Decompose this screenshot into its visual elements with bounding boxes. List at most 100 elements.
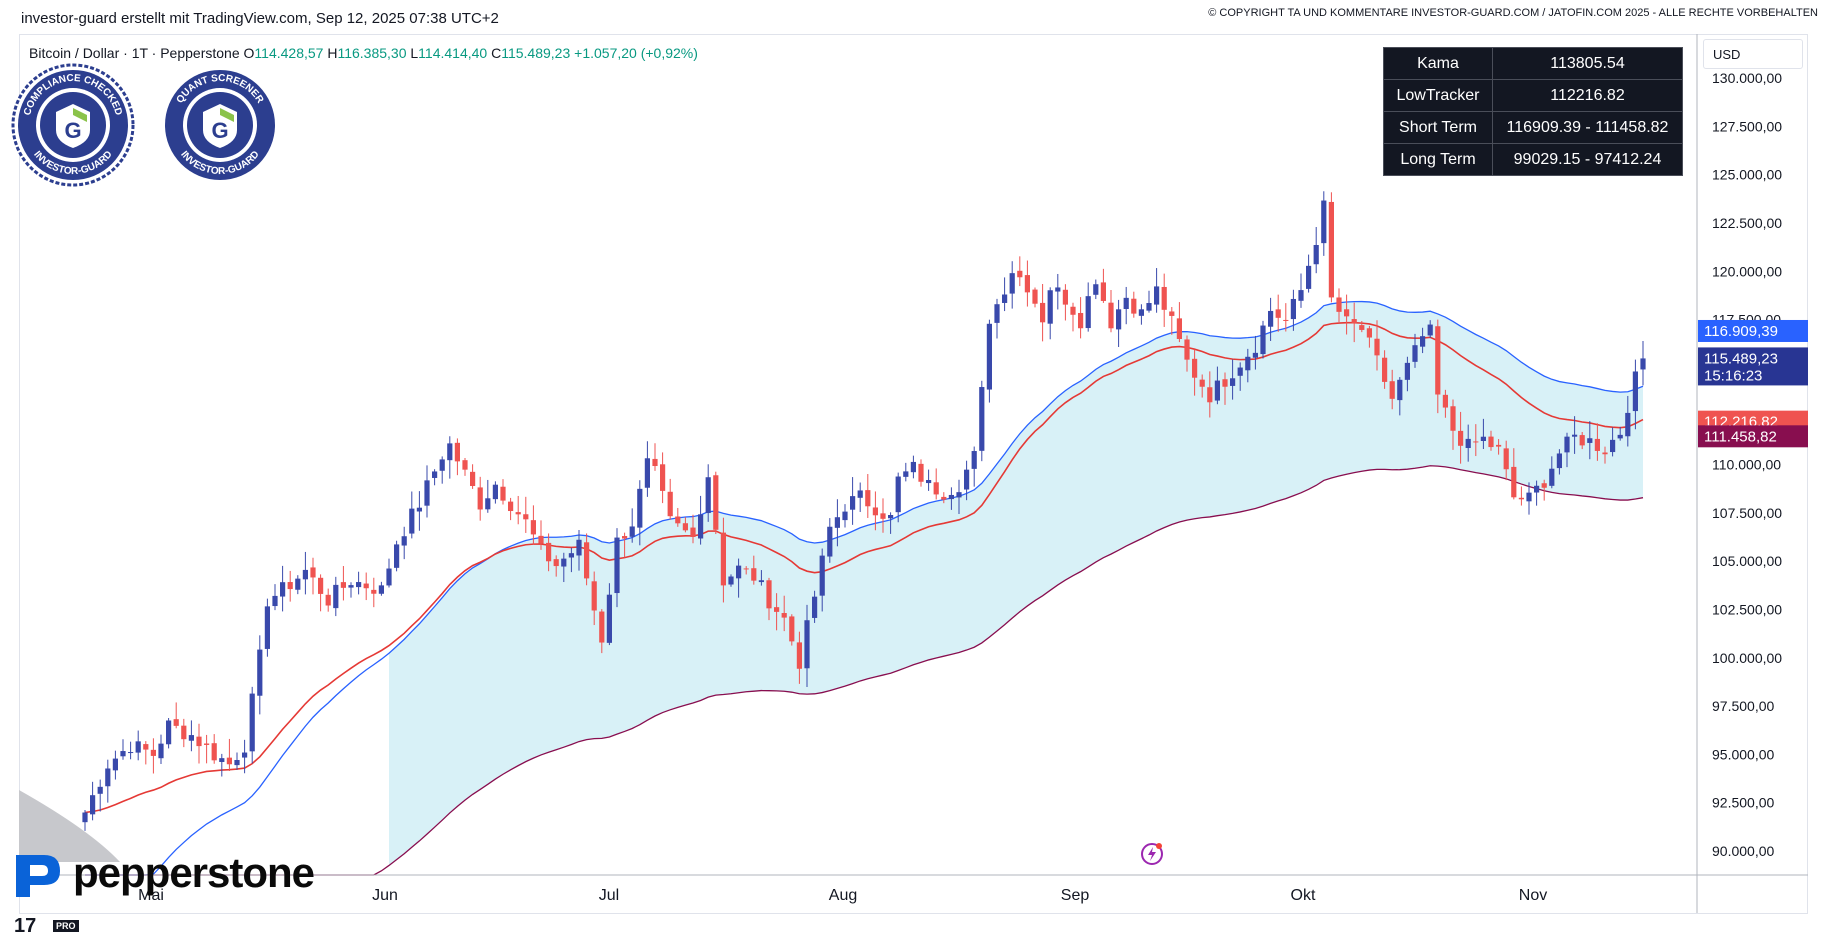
tradingview-logo: 17	[14, 915, 37, 937]
candle-body	[842, 511, 848, 521]
candle-body	[614, 537, 620, 594]
candle-body	[1252, 352, 1258, 358]
y-tick-label: 95.000,00	[1712, 746, 1774, 762]
band-fill	[389, 301, 1643, 866]
candle-body	[576, 539, 582, 556]
candle-body	[508, 501, 514, 512]
candle-body	[181, 725, 187, 740]
y-tick-label: 107.500,00	[1712, 505, 1782, 521]
candle-body	[416, 507, 422, 512]
candle-body	[766, 580, 772, 609]
candle-body	[112, 758, 118, 771]
candle-body	[249, 693, 255, 752]
high-value: 116.385,30	[337, 45, 407, 61]
table-key: Kama	[1383, 47, 1493, 80]
candle-body	[1587, 438, 1593, 443]
price-label-box	[1698, 347, 1808, 386]
candle-body	[196, 736, 202, 747]
candle-body	[728, 576, 734, 585]
candle-body	[1610, 439, 1616, 453]
candle-body	[819, 555, 825, 596]
x-tick-label: Sep	[1061, 887, 1090, 904]
candle-body	[599, 611, 605, 643]
candle-body	[758, 580, 764, 583]
candle-body	[1564, 436, 1570, 453]
candle-body	[280, 582, 286, 597]
candle-body	[812, 596, 818, 618]
candle-body	[1404, 362, 1410, 380]
candle-body	[1572, 434, 1578, 437]
candle-body	[1131, 298, 1137, 314]
candle-body	[1518, 497, 1524, 500]
candle-body	[1169, 311, 1175, 316]
currency-button[interactable]: USD	[1703, 39, 1803, 69]
candle-body	[1328, 201, 1334, 298]
table-row: Short Term 116909.39 - 111458.82	[1383, 111, 1683, 144]
candle-body	[1351, 319, 1357, 324]
candle-body	[530, 520, 536, 535]
candle-body	[1640, 358, 1646, 370]
candle-body	[774, 607, 780, 612]
candle-body	[1617, 434, 1623, 439]
y-tick-label: 122.500,00	[1712, 215, 1782, 231]
candle-body	[1161, 286, 1167, 310]
candle-body	[675, 516, 681, 524]
candle-body	[523, 514, 529, 520]
candle-body	[371, 589, 377, 594]
candle-body	[1275, 309, 1281, 318]
top-bar: investor-guard erstellt mit TradingView.…	[0, 0, 1828, 34]
candle-body	[698, 514, 704, 539]
candle-body	[1366, 328, 1372, 338]
candle-body	[1245, 356, 1251, 371]
candle-body	[1009, 273, 1015, 294]
candle-body	[1214, 380, 1220, 401]
candle-body	[166, 720, 172, 745]
candle-body	[295, 578, 301, 590]
candle-body	[986, 323, 992, 390]
brand-text: investor-guard erstellt mit TradingView.…	[21, 10, 499, 27]
candle-body	[591, 581, 597, 611]
candle-body	[1549, 468, 1555, 486]
candle-body	[1579, 435, 1585, 446]
open-value: 114.428,57	[254, 45, 324, 61]
candle-body	[948, 494, 954, 500]
candle-body	[211, 743, 217, 761]
flash-icon[interactable]	[1140, 841, 1164, 865]
candle-body	[386, 568, 392, 586]
candle-body	[561, 558, 567, 567]
candle-body	[257, 649, 263, 696]
candle-body	[1062, 289, 1068, 305]
table-row: LowTracker 112216.82	[1383, 79, 1683, 112]
chart-frame	[19, 34, 1808, 914]
x-tick-label: Jul	[599, 887, 619, 904]
table-value: 113805.54	[1492, 47, 1683, 80]
candle-body	[1541, 483, 1547, 488]
candle-body	[378, 585, 384, 594]
candle-body	[1306, 265, 1312, 289]
candle-body	[485, 498, 491, 510]
candle-body	[804, 620, 810, 669]
candle-body	[1017, 270, 1023, 278]
candle-body	[287, 582, 293, 590]
x-tick-label: Nov	[1519, 887, 1547, 904]
table-row: Kama 113805.54	[1383, 47, 1683, 80]
candle-body	[173, 719, 179, 726]
symbol-title: Bitcoin / Dollar · 1T · Pepperstone	[29, 45, 240, 61]
candle-body	[1632, 371, 1638, 412]
table-value: 112216.82	[1492, 79, 1683, 112]
candle-body	[546, 542, 552, 562]
candle-body	[1488, 436, 1494, 448]
table-row: Long Term 99029.15 - 97412.24	[1383, 143, 1683, 176]
y-tick-label: 130.000,00	[1712, 70, 1782, 86]
candle-body	[789, 616, 795, 642]
candle-body	[682, 523, 688, 531]
quant-screener-badge: QUANT SCREENER INVESTOR-GUARD G	[165, 70, 275, 180]
candle-body	[644, 458, 650, 488]
candle-body	[1002, 294, 1008, 303]
candle-body	[432, 471, 438, 478]
table-key: Long Term	[1383, 143, 1493, 176]
price-label-text: 115.489,23	[1704, 350, 1778, 367]
x-tick-label: Okt	[1291, 887, 1316, 904]
table-value: 116909.39 - 111458.82	[1492, 111, 1683, 144]
